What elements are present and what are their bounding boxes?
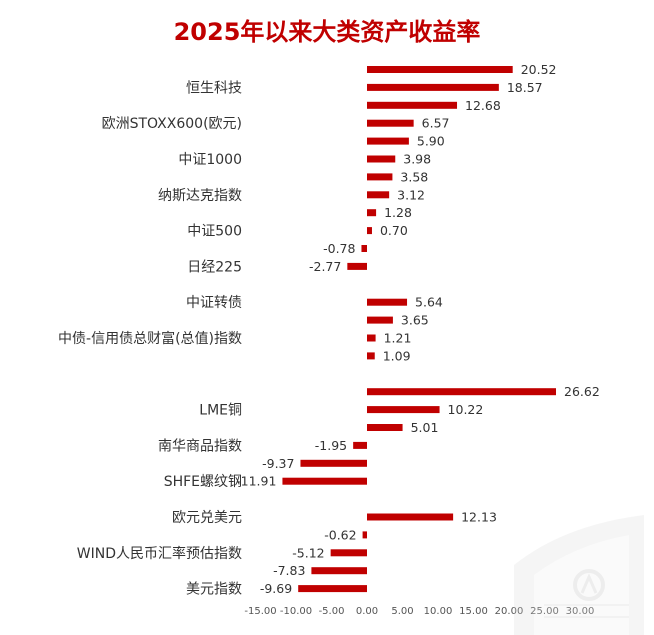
bar: [367, 352, 375, 360]
bar: [367, 101, 458, 109]
bar: [367, 298, 408, 306]
bar: [361, 245, 367, 252]
bar: [311, 567, 367, 575]
x-tick-label: 25.00: [530, 606, 559, 617]
data-label: -11.91: [236, 474, 276, 489]
data-label: -9.37: [262, 456, 294, 471]
data-label: 3.12: [397, 187, 425, 202]
data-label: -5.12: [292, 545, 324, 560]
bar: [367, 227, 372, 235]
bar: [330, 549, 367, 557]
x-axis: -15.00 -10.00 -5.00 0.00 5.00 10.00 15.00 20.00…: [244, 606, 594, 617]
bar: [353, 441, 367, 449]
data-label: 3.98: [403, 152, 431, 167]
x-tick-label: -10.00: [280, 606, 312, 617]
data-label: 3.58: [400, 169, 428, 184]
bar: [367, 119, 414, 127]
x-tick-label: 10.00: [424, 606, 453, 617]
data-label: -9.69: [260, 581, 292, 596]
bar: [362, 531, 367, 539]
category-label: 中证500: [187, 224, 242, 240]
category-label: 中证1000: [178, 152, 242, 168]
bar: [367, 424, 403, 431]
x-tick-label: 5.00: [391, 606, 413, 617]
x-tick-label: 20.00: [495, 606, 524, 617]
category-label: 日经225: [187, 259, 242, 275]
category-label: 欧洲STOXX600(欧元): [102, 116, 242, 132]
bar: [367, 209, 377, 217]
data-label: 1.09: [383, 348, 411, 363]
category-label: 欧元兑美元: [172, 510, 242, 526]
bar: [367, 191, 390, 199]
data-label: -2.77: [309, 259, 341, 274]
category-label: 恒生科技: [186, 80, 242, 96]
bar: [282, 477, 367, 485]
data-label: 20.52: [521, 62, 557, 77]
bar: [367, 388, 557, 396]
data-label: 10.22: [448, 402, 484, 417]
bar: [367, 334, 376, 342]
bar: [367, 137, 409, 145]
data-label: 1.28: [384, 205, 412, 220]
bar: [367, 83, 499, 91]
category-label: 美元指数: [186, 582, 242, 598]
bar: [367, 66, 513, 73]
data-label: 12.68: [465, 98, 501, 113]
data-label: 3.65: [401, 313, 429, 328]
data-label: 5.64: [415, 295, 443, 310]
bar: [367, 316, 393, 324]
category-label: LME铜: [199, 403, 242, 419]
x-tick-label: -5.00: [319, 606, 345, 617]
bar: [367, 173, 393, 181]
chart-title: 2025年以来大类资产收益率: [174, 18, 481, 46]
x-tick-label: 15.00: [459, 606, 488, 617]
data-label: -1.95: [315, 438, 347, 453]
data-label: -7.83: [273, 563, 305, 578]
category-label: SHFE螺纹钢: [164, 474, 242, 490]
data-label: -0.78: [323, 241, 355, 256]
category-label: 南华商品指数: [158, 438, 242, 454]
data-label: 6.57: [422, 116, 450, 131]
data-label: 1.21: [384, 331, 412, 346]
category-label: 纳斯达克指数: [158, 188, 242, 204]
category-label: 中债-信用债总财富(总值)指数: [58, 330, 242, 347]
bars-group: 20.52 恒生科技 18.57 12.68 欧洲STOXX600(欧元) 6.57 5.9…: [58, 62, 600, 598]
x-tick-label: 0.00: [356, 606, 378, 617]
category-label: 中证转债: [186, 295, 242, 311]
category-label: WIND人民币汇率预估指数: [77, 545, 242, 562]
bar: [367, 406, 440, 414]
bar: [300, 459, 367, 467]
bar: [367, 513, 454, 521]
data-label: -0.62: [324, 527, 356, 542]
data-label: 5.90: [417, 134, 445, 149]
bar: [367, 155, 396, 163]
x-tick-label: 30.00: [566, 606, 595, 617]
x-tick-label: -15.00: [244, 606, 276, 617]
data-label: 12.13: [461, 510, 497, 525]
data-label: 18.57: [507, 80, 543, 95]
data-label: 5.01: [411, 420, 439, 435]
data-label: 0.70: [380, 223, 408, 238]
bar: [298, 585, 367, 593]
bar: [347, 262, 367, 270]
data-label: 26.62: [564, 384, 600, 399]
